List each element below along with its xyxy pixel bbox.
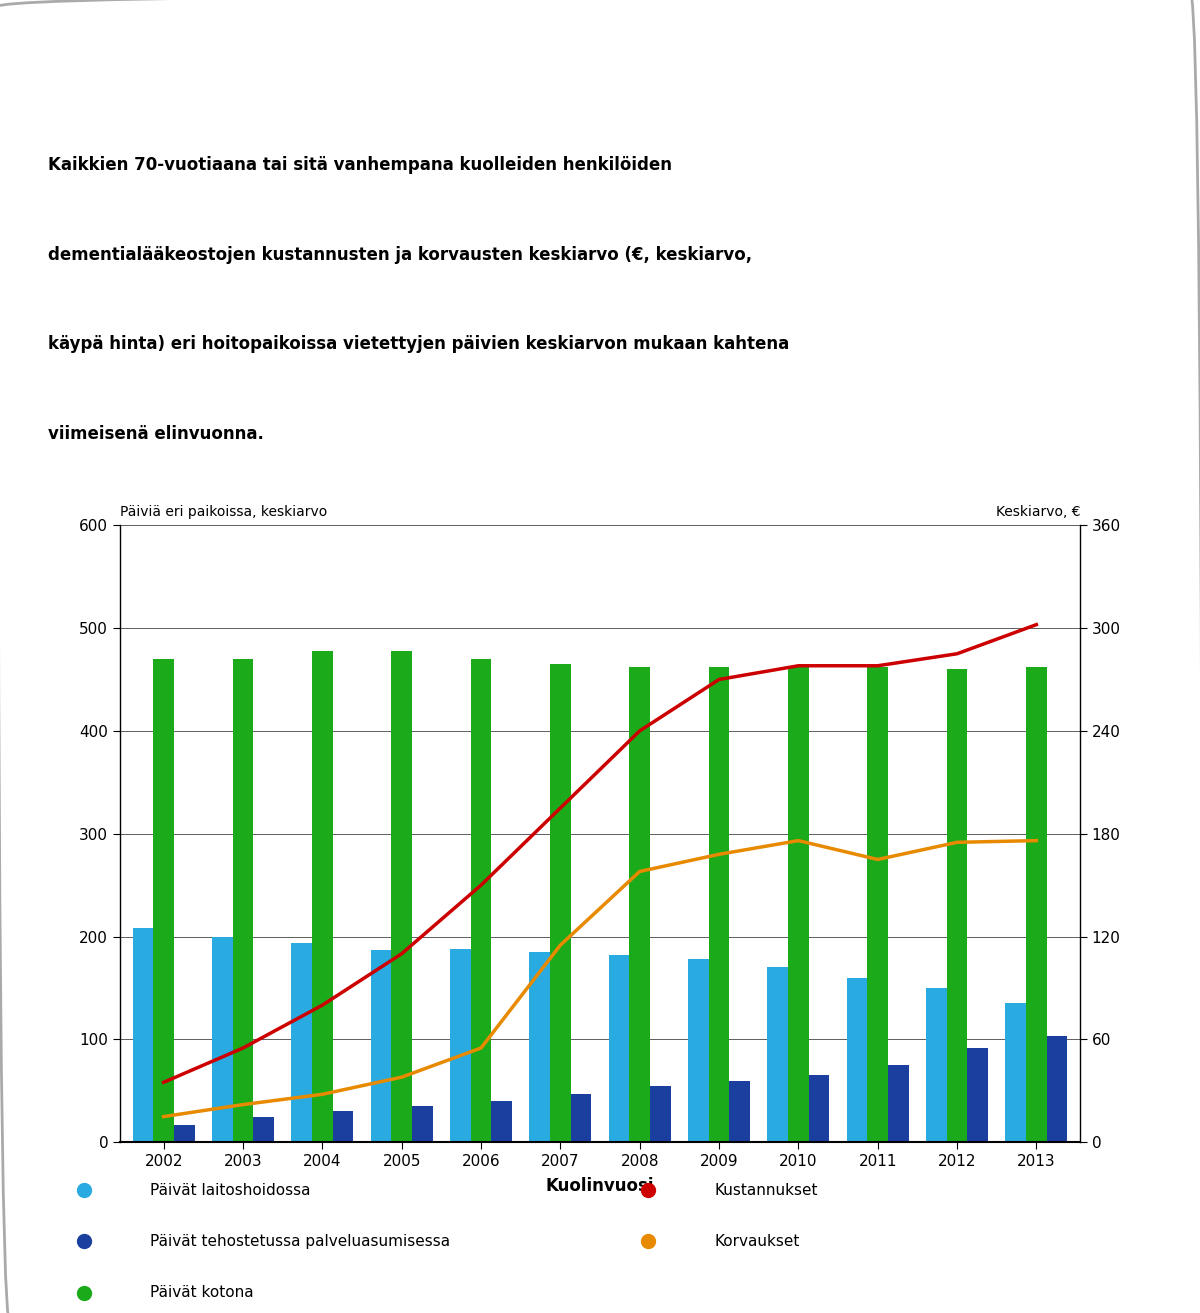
Bar (292, 943, 312, 1142)
Bar (709, 667, 730, 1142)
Bar (212, 936, 233, 1142)
Text: Korvaukset: Korvaukset (714, 1234, 799, 1249)
Text: Päivät tehostetussa palveluasumisessa: Päivät tehostetussa palveluasumisessa (150, 1234, 450, 1249)
Bar (888, 1065, 908, 1142)
Bar (154, 659, 174, 1142)
Bar (926, 987, 947, 1142)
Text: Kustannukset: Kustannukset (714, 1183, 817, 1197)
Text: Päivät kotona: Päivät kotona (150, 1285, 253, 1300)
Bar (768, 968, 788, 1142)
Bar (1046, 1036, 1067, 1142)
Bar (529, 952, 550, 1142)
Text: KUVIO 2.: KUVIO 2. (18, 39, 115, 59)
Bar (491, 1102, 512, 1142)
Point (74, 1281, 94, 1302)
Bar (868, 667, 888, 1142)
Bar (253, 1116, 274, 1142)
Bar (788, 667, 809, 1142)
Point (74, 1179, 94, 1200)
Bar (133, 928, 154, 1142)
Text: Päivät laitoshoidossa: Päivät laitoshoidossa (150, 1183, 311, 1197)
Bar (174, 1125, 194, 1142)
Text: Kaikkien 70-vuotiaana tai sitä vanhempana kuolleiden henkilöiden: Kaikkien 70-vuotiaana tai sitä vanhempan… (48, 156, 672, 175)
Bar (629, 667, 650, 1142)
Point (74, 1230, 94, 1251)
Bar (730, 1081, 750, 1142)
Bar (947, 670, 967, 1142)
Text: viimeisenä elinvuonna.: viimeisenä elinvuonna. (48, 425, 264, 442)
Point (638, 1230, 658, 1251)
Bar (809, 1075, 829, 1142)
Bar (847, 978, 868, 1142)
Bar (1006, 1003, 1026, 1142)
Text: Päiviä eri paikoissa, keskiarvo: Päiviä eri paikoissa, keskiarvo (120, 504, 328, 519)
Bar (1026, 667, 1046, 1142)
Bar (233, 659, 253, 1142)
Bar (550, 664, 571, 1142)
Bar (450, 949, 470, 1142)
Bar (967, 1048, 988, 1142)
Bar (332, 1111, 353, 1142)
Bar (312, 651, 332, 1142)
Text: dementialääkeostojen kustannusten ja korvausten keskiarvo (€, keskiarvo,: dementialääkeostojen kustannusten ja kor… (48, 246, 752, 264)
X-axis label: Kuolinvuosi: Kuolinvuosi (546, 1178, 654, 1195)
Bar (688, 960, 709, 1142)
Bar (371, 951, 391, 1142)
Text: Keskiarvo, €: Keskiarvo, € (996, 504, 1080, 519)
Bar (650, 1086, 671, 1142)
Point (638, 1179, 658, 1200)
Bar (571, 1094, 592, 1142)
Bar (470, 659, 491, 1142)
Bar (391, 651, 412, 1142)
Text: käypä hinta) eri hoitopaikoissa vietettyjen päivien keskiarvon mukaan kahtena: käypä hinta) eri hoitopaikoissa vietetty… (48, 335, 790, 353)
Bar (608, 955, 629, 1142)
Bar (412, 1107, 432, 1142)
